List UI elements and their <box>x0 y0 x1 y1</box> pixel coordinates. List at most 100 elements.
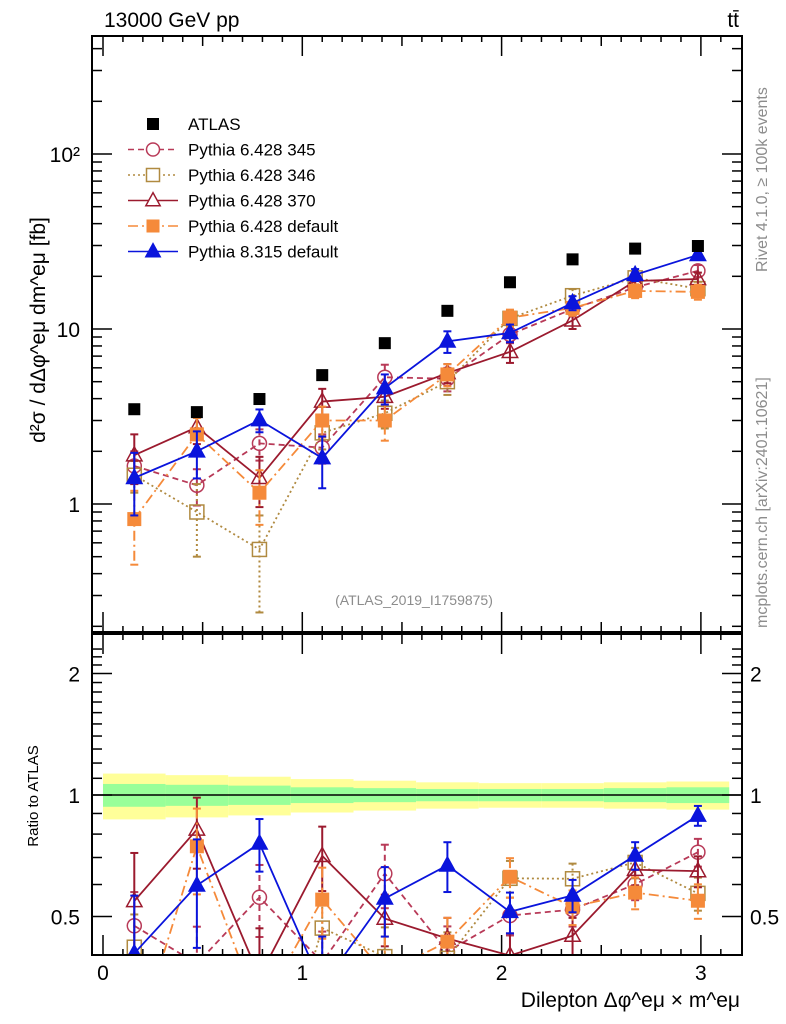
ratio-point <box>688 805 707 822</box>
x-tick-label: 0 <box>97 962 109 985</box>
y-tick-label: 1 <box>68 494 80 517</box>
ratio-y-tick-label-right: 1 <box>750 785 762 808</box>
data-point <box>566 253 579 266</box>
data-point <box>315 413 330 428</box>
series-line <box>133 290 698 520</box>
y-tick-label: 10 <box>57 319 80 342</box>
data-point <box>250 467 269 485</box>
legend-label: ATLAS <box>188 115 241 134</box>
ratio-y-axis-label: Ratio to ATLAS <box>25 745 42 846</box>
data-point <box>501 341 519 359</box>
data-point <box>250 410 269 427</box>
legend-label: Pythia 8.315 default <box>188 243 339 262</box>
legend: ATLAS Pythia 6.428 345 Pythia 6.428 346 Pyt… <box>128 115 339 262</box>
data-point <box>375 378 394 395</box>
data-point <box>252 485 267 500</box>
data-point <box>688 244 707 262</box>
ratio-point <box>252 968 267 982</box>
data-point <box>628 283 643 298</box>
data-point <box>377 413 392 428</box>
x-tick-label: 2 <box>496 962 508 985</box>
ratio-frame <box>91 633 743 956</box>
data-point <box>313 448 332 465</box>
data-point <box>316 369 329 382</box>
ratio-point <box>377 948 393 954</box>
legend-item: Pythia 6.428 default <box>128 217 339 236</box>
ratio-plot <box>125 796 707 992</box>
data-point <box>125 467 144 485</box>
y-tick-label: 10² <box>50 144 80 167</box>
ratio-series-pythia-6-428-345 <box>126 837 706 971</box>
data-point <box>440 367 455 382</box>
ratio-point <box>128 943 141 954</box>
legend-item: Pythia 6.428 346 <box>128 166 316 185</box>
ratio-point <box>690 893 705 908</box>
ratio-point <box>626 845 645 862</box>
data-point <box>438 331 457 348</box>
square-marker-icon <box>147 118 159 130</box>
data-point <box>251 435 268 452</box>
circle-marker-icon <box>145 142 161 157</box>
series-line <box>133 254 699 479</box>
ratio-point <box>440 934 455 949</box>
ratio-point <box>190 957 204 971</box>
triangle-marker-icon <box>144 191 162 207</box>
triangle-marker-icon <box>144 242 162 258</box>
series-line <box>133 278 698 480</box>
data-point <box>503 276 516 289</box>
ratio-point <box>626 859 645 877</box>
x-tick-labels: 0 1 2 3 <box>97 962 707 985</box>
ratio-point <box>375 888 394 905</box>
ratio-point <box>501 901 519 919</box>
legend-label: Pythia 6.428 370 <box>188 192 316 211</box>
ratio-y-tick-label-right: 2 <box>750 664 762 687</box>
data-point <box>501 322 519 340</box>
data-point <box>626 264 645 282</box>
data-point <box>128 403 141 416</box>
series-pythia-8-315-default <box>125 244 707 517</box>
ratio-point <box>502 869 517 884</box>
ratio-point <box>688 861 707 878</box>
ratio-point <box>251 889 268 906</box>
x-tick-label: 1 <box>296 962 308 985</box>
main-y-axis-label: d²σ / dΔφ^eμ dm^eμ [fb] <box>27 217 50 443</box>
data-point <box>187 441 206 458</box>
ratio-line <box>133 851 699 954</box>
data-point <box>629 242 642 255</box>
ratio-point <box>563 925 582 943</box>
legend-item: ATLAS <box>147 115 241 134</box>
ratio-y-tick-label: 0.5 <box>51 906 80 929</box>
main-plot <box>125 240 707 614</box>
ratio-point <box>315 978 330 992</box>
data-point <box>190 406 203 419</box>
main-y-tick-labels: 1 10 10² <box>50 144 80 517</box>
data-point <box>251 541 268 558</box>
ratio-y-tick-label-right: 0.5 <box>750 906 779 929</box>
ratio-line <box>162 843 699 954</box>
ratio-point <box>187 875 206 892</box>
ratio-line <box>133 814 699 954</box>
series-pythia-6-428-370 <box>125 269 707 509</box>
data-point <box>563 292 582 310</box>
series-line <box>134 269 699 487</box>
mcplots-source-label: mcplots.cern.ch [arXiv:2401.10621] <box>754 377 771 628</box>
data-point <box>502 310 517 325</box>
data-point <box>441 304 454 317</box>
series-pythia-6-428-default <box>127 283 705 566</box>
legend-label: Pythia 6.428 346 <box>188 166 316 185</box>
ratio-point <box>378 966 392 980</box>
data-point <box>691 240 704 253</box>
data-point <box>563 310 582 327</box>
ratio-line <box>133 827 698 954</box>
ratio-point <box>250 833 269 850</box>
ratio-y-tick-label: 1 <box>68 785 80 808</box>
legend-item: Pythia 6.428 345 <box>128 141 316 160</box>
legend-item: Pythia 6.428 370 <box>128 191 316 211</box>
ratio-point <box>628 885 643 900</box>
ratio-point <box>313 845 332 863</box>
ratio-series-pythia-8-315-default <box>128 804 707 992</box>
x-tick-label: 3 <box>695 962 707 985</box>
data-point <box>690 284 705 299</box>
square-marker-icon <box>145 167 161 183</box>
